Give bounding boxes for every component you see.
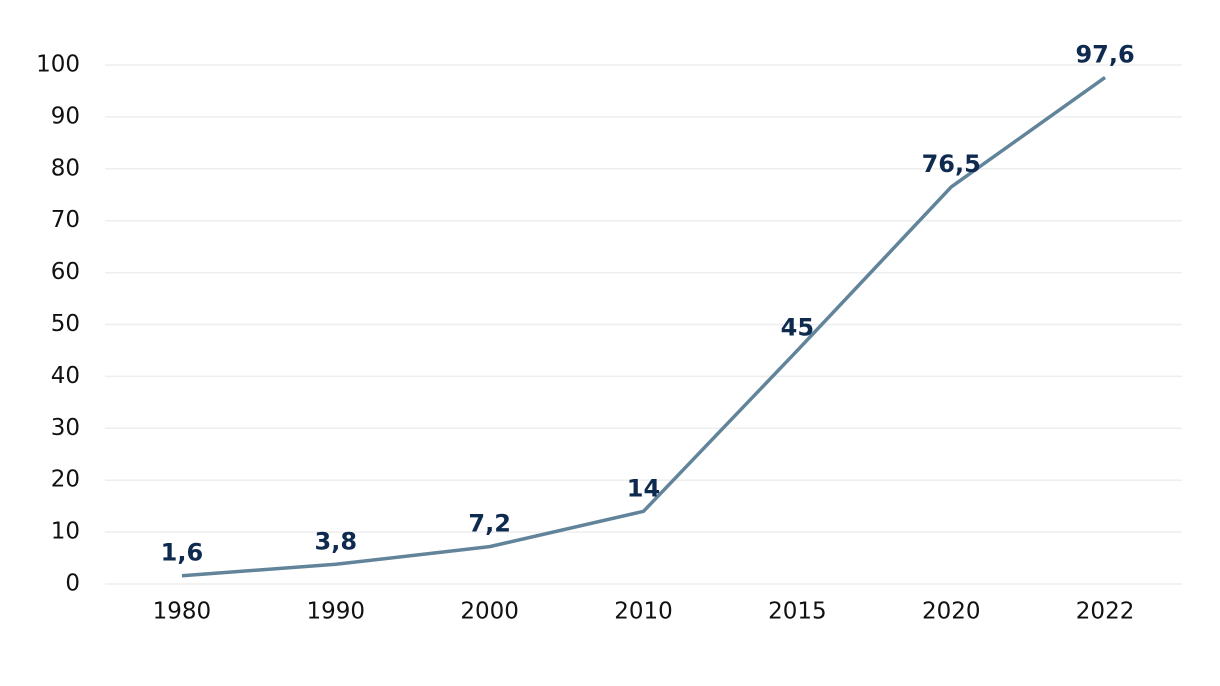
- x-tick-label: 2000: [460, 599, 519, 625]
- data-label: 45: [781, 313, 814, 341]
- data-label: 3,8: [315, 527, 358, 555]
- y-tick-label: 50: [51, 311, 80, 337]
- x-tick-label: 2022: [1076, 599, 1135, 625]
- line-series: [181, 76, 1107, 578]
- y-tick-label: 40: [51, 363, 80, 389]
- y-tick-label: 70: [51, 207, 80, 233]
- data-label: 97,6: [1075, 40, 1134, 68]
- x-tick-label: 2020: [922, 599, 981, 625]
- x-tick-label: 1980: [153, 599, 212, 625]
- x-tick-label: 2010: [614, 599, 673, 625]
- y-tick-label: 90: [51, 103, 80, 129]
- data-label: 1,6: [161, 539, 204, 567]
- y-tick-label: 30: [51, 415, 80, 441]
- data-label: 7,2: [468, 510, 511, 538]
- y-tick-label: 10: [51, 519, 80, 545]
- x-tick-label: 1990: [307, 599, 366, 625]
- y-tick-label: 60: [51, 259, 80, 285]
- data-label: 76,5: [922, 150, 981, 178]
- y-tick-label: 100: [36, 52, 80, 78]
- x-tick-label: 2015: [768, 599, 827, 625]
- data-label: 14: [627, 474, 660, 502]
- y-tick-label: 0: [65, 571, 80, 597]
- y-tick-label: 80: [51, 155, 80, 181]
- y-tick-label: 20: [51, 467, 80, 493]
